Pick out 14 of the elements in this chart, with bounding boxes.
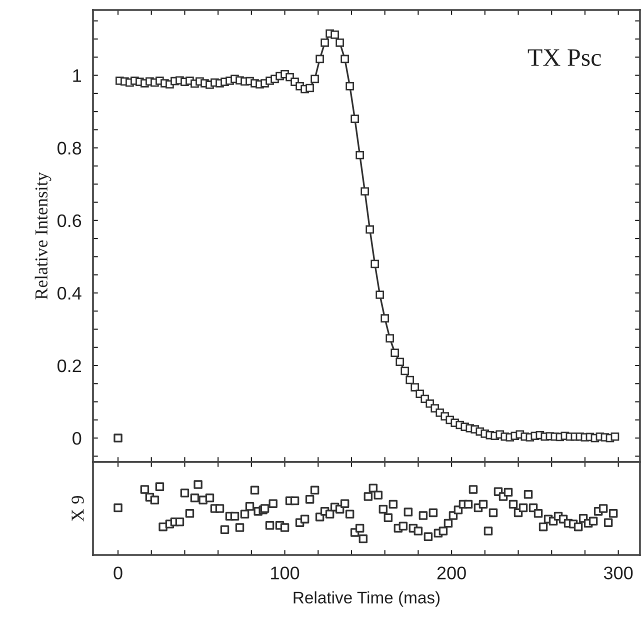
y-tick-label: 0.8 <box>57 142 82 155</box>
x-axis-title: Relative Time (mas) <box>294 591 440 607</box>
y-tick-label: 0.2 <box>57 359 81 372</box>
x-tick-label: 300 <box>604 566 633 580</box>
y-axis-title: X 9 <box>72 496 84 522</box>
y-tick-label: 1 <box>73 69 82 82</box>
x-tick-label: 0 <box>114 566 122 580</box>
y-tick-label: 0.6 <box>57 214 82 228</box>
x-tick-label: 200 <box>437 566 466 580</box>
y-axis-title: Relative Intensity <box>34 172 52 300</box>
y-tick-label: 0 <box>72 432 82 445</box>
annotation: TX Psc <box>528 49 601 66</box>
y-tick-label: 0.4 <box>57 286 82 300</box>
x-tick-label: 100 <box>271 566 300 580</box>
